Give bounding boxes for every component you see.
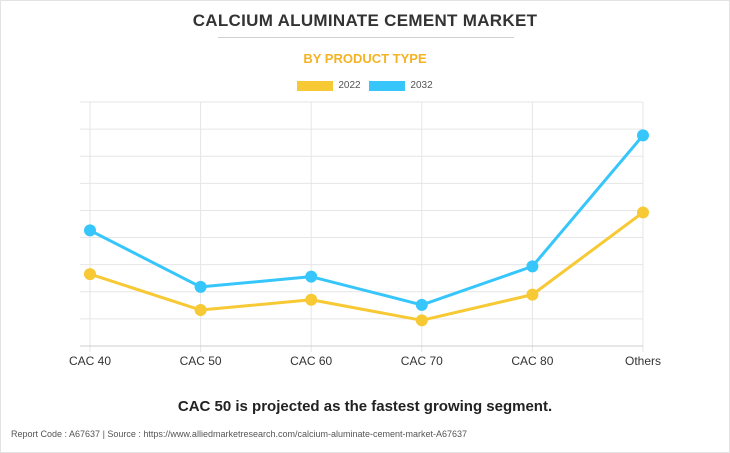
data-point-2022-others <box>637 206 649 219</box>
grid <box>80 101 644 352</box>
data-point-2022-cac-60 <box>305 293 318 306</box>
data-point-2032-cac-80 <box>526 260 539 273</box>
x-tick-label: CAC 40 <box>69 354 111 368</box>
legend-item-2022: 2022 <box>297 80 361 91</box>
x-tick-label: CAC 80 <box>511 354 553 368</box>
title-divider <box>218 37 514 38</box>
chart-title: CALCIUM ALUMINATE CEMENT MARKET <box>192 11 538 30</box>
data-point-2022-cac-70 <box>415 314 428 327</box>
series-lines <box>84 129 649 327</box>
x-tick-label: Others <box>625 354 661 368</box>
chart-footnote: CAC 50 is projected as the fastest growi… <box>177 398 553 415</box>
chart-subtitle: BY PRODUCT TYPE <box>303 51 427 66</box>
data-point-2032-cac-40 <box>84 224 96 237</box>
series-line-2022 <box>89 211 644 322</box>
legend-swatch-2022 <box>297 80 334 91</box>
legend-label-2032: 2032 <box>410 80 433 91</box>
data-point-2022-cac-50 <box>194 304 207 317</box>
source-note: Report Code : A67637 | Source : https://… <box>11 429 468 439</box>
data-point-2032-cac-50 <box>194 280 207 293</box>
data-point-2032-others <box>637 129 649 142</box>
data-point-2022-cac-80 <box>526 288 539 301</box>
data-point-2022-cac-40 <box>84 268 96 281</box>
series-line-2032 <box>89 134 645 307</box>
data-point-2032-cac-60 <box>305 270 318 283</box>
legend-item-2032: 2032 <box>369 80 433 91</box>
data-point-2032-cac-70 <box>415 298 428 311</box>
legend: 2022 2032 <box>0 80 730 94</box>
legend-swatch-2032 <box>369 80 406 91</box>
x-tick-label: CAC 50 <box>180 354 222 368</box>
x-tick-label: CAC 60 <box>290 354 332 368</box>
legend-label-2022: 2022 <box>338 80 361 91</box>
x-tick-label: CAC 70 <box>401 354 443 368</box>
x-axis-tick-labels: CAC 40 CAC 50 CAC 60 CAC 70 CAC 80 Others <box>69 354 661 368</box>
